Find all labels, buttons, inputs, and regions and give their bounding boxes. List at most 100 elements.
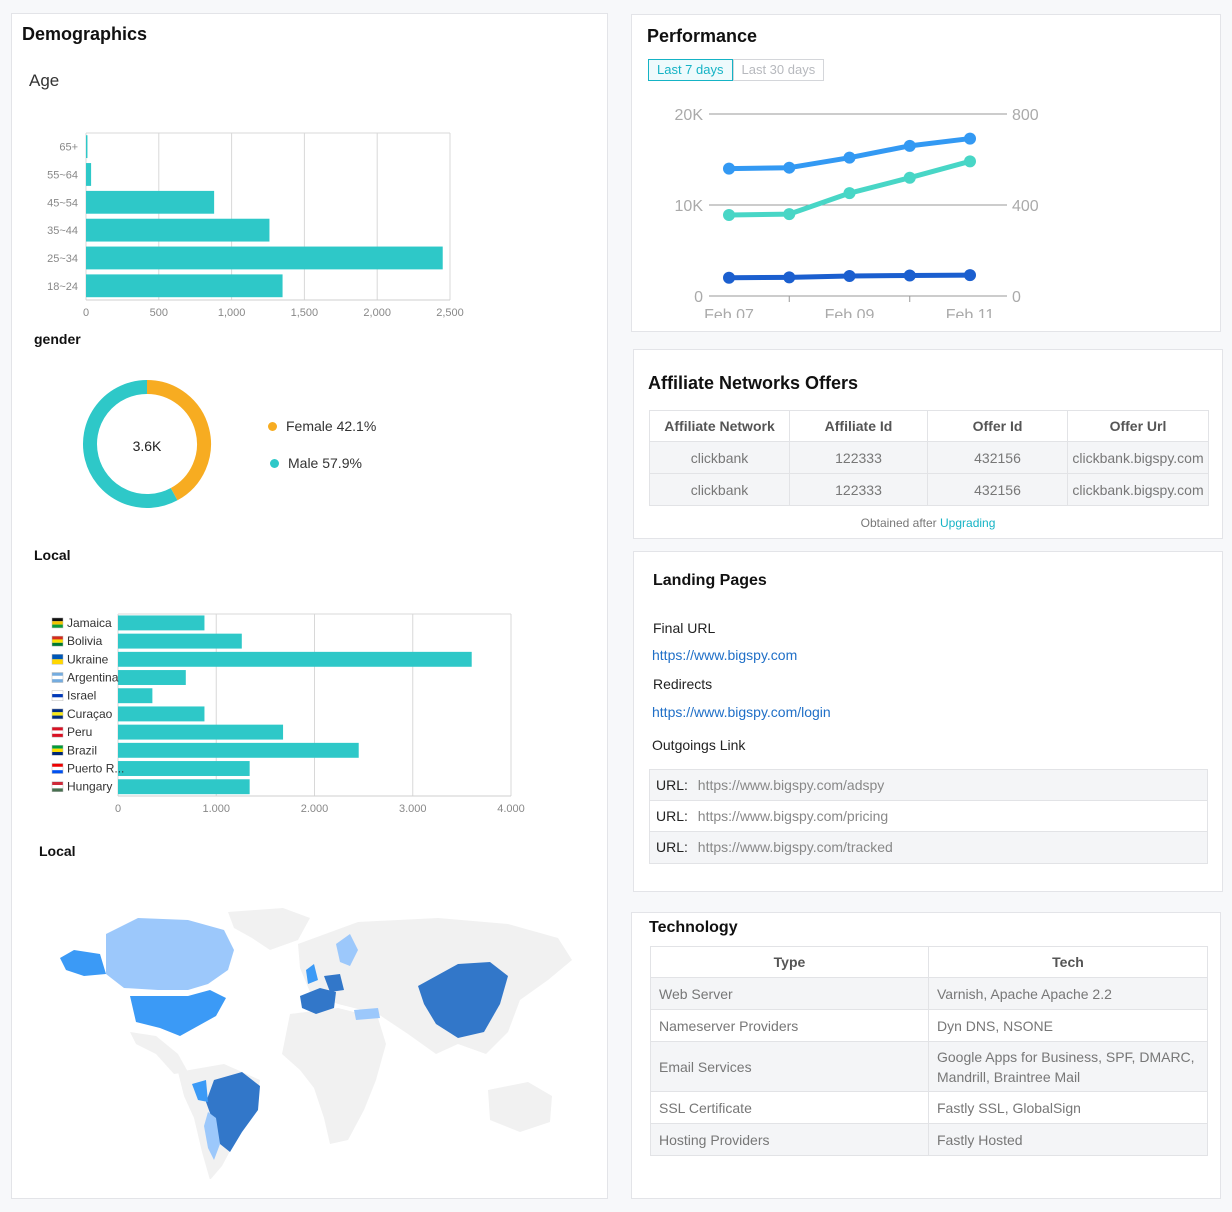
url-key: URL:: [656, 777, 688, 793]
bar: [86, 246, 443, 270]
affiliate-header-row: Affiliate Network Affiliate Id Offer Id …: [649, 410, 1209, 442]
cell-affiliate-network: clickbank: [649, 473, 790, 506]
x-tick-label: 0: [115, 803, 121, 812]
bar: [118, 633, 242, 649]
map-country-china: [418, 962, 508, 1038]
flag-stripe: [52, 733, 63, 738]
data-point: [783, 208, 796, 221]
technology-title: Technology: [649, 919, 738, 936]
url-key: URL:: [656, 808, 688, 824]
legend-dot: [268, 421, 277, 431]
category-label: Argentina: [67, 671, 119, 685]
affiliate-networks-card: Affiliate Networks Offers Affiliate Netw…: [633, 349, 1223, 539]
cell-type: SSL Certificate: [650, 1091, 929, 1124]
cell-offer-url[interactable]: clickbank.bigspy.com: [1067, 441, 1209, 474]
outgoing-url[interactable]: https://www.bigspy.com/adspy: [697, 777, 885, 793]
landing-title: Landing Pages: [653, 572, 767, 589]
outgoing-url[interactable]: https://www.bigspy.com/pricing: [697, 808, 889, 824]
table-row: clickbank 122333 432156 clickbank.bigspy…: [649, 473, 1209, 506]
outgoing-url[interactable]: https://www.bigspy.com/tracked: [697, 839, 893, 855]
data-point: [903, 269, 916, 282]
cell-type: Hosting Providers: [650, 1123, 929, 1156]
israel-flag-icon: [51, 690, 64, 701]
x-tick-label: 0: [83, 307, 89, 319]
category-label: 18~24: [47, 281, 78, 293]
donut-slice: [83, 380, 178, 508]
cell-type: Nameserver Providers: [650, 1009, 929, 1042]
peru-flag-icon: [51, 726, 64, 738]
flag-stripe: [52, 654, 63, 660]
legend-item: Male 57.9%: [270, 455, 362, 471]
hungary-flag-icon: [51, 781, 64, 792]
cell-tech: Varnish, Apache Apache 2.2: [928, 977, 1208, 1010]
category-label: 55~64: [47, 169, 78, 181]
bar: [118, 651, 472, 667]
legend-dot: [270, 458, 279, 468]
col-affiliate-network: Affiliate Network: [649, 410, 790, 442]
cell-affiliate-id: 122333: [789, 473, 928, 506]
x-tick-label: 1,000: [218, 307, 246, 319]
table-row: SSL Certificate Fastly SSL, GlobalSign: [650, 1091, 1208, 1124]
flag-stripe: [52, 675, 63, 680]
flag-stripe: [52, 636, 63, 640]
age-bar-chart: 0 500 1,000 1,500 2,000 2,500 65+ 55~64 45~54 35~…: [47, 132, 464, 319]
flag-stripe: [52, 785, 63, 789]
cell-offer-url[interactable]: clickbank.bigspy.com: [1067, 473, 1209, 506]
gender-donut-chart: 3.6K: [83, 380, 211, 508]
tab-last-7-days[interactable]: Last 7 days: [648, 59, 733, 81]
flag-stripe: [52, 715, 63, 719]
legend-item: Female 42.1%: [268, 418, 376, 434]
map-country-scandinavia: [336, 934, 358, 966]
flag-stripe: [52, 621, 63, 625]
y-right-tick-label: 800: [1012, 107, 1039, 124]
local-map-title: Local: [39, 843, 76, 859]
x-tick-label: Feb 09: [825, 307, 875, 318]
map-country-germany: [324, 974, 344, 992]
bar: [118, 615, 205, 631]
redirect-url-link[interactable]: https://www.bigspy.com/login: [652, 704, 831, 720]
data-point: [903, 171, 916, 184]
bar: [118, 706, 205, 722]
y-left-tick-label: 10K: [675, 198, 704, 215]
x-tick-label: 1,000: [202, 803, 230, 812]
date-range-tabs: Last 7 days Last 30 days: [648, 59, 825, 81]
bar: [118, 761, 250, 776]
data-point: [843, 151, 856, 164]
flag-border: [51, 672, 64, 683]
flag-stripe: [52, 679, 63, 683]
affiliate-title: Affiliate Networks Offers: [648, 373, 859, 393]
x-tick-label: 2,000: [301, 803, 329, 812]
flag-stripe: [52, 727, 63, 731]
data-point: [903, 139, 916, 152]
category-label: Puerto R...: [67, 762, 124, 776]
puerto-rico-flag-icon: [51, 763, 64, 774]
upgrading-link[interactable]: Upgrading: [940, 516, 996, 530]
flag-stripe: [52, 751, 63, 756]
col-tech: Tech: [928, 946, 1208, 978]
col-offer-id: Offer Id: [927, 410, 1068, 442]
flag-stripe: [52, 617, 63, 622]
cell-offer-id: 432156: [927, 441, 1068, 474]
col-type: Type: [650, 946, 929, 978]
x-tick-label: 2,000: [363, 307, 391, 319]
upgrade-note-text: Obtained after: [860, 516, 937, 530]
category-label: 45~54: [47, 197, 78, 209]
bar: [118, 688, 153, 704]
flag-stripe: [52, 672, 63, 676]
technology-header-row: Type Tech: [650, 946, 1208, 978]
flag-border: [51, 781, 64, 792]
category-label: Bolivia: [67, 634, 103, 648]
flag-border: [51, 690, 64, 701]
table-row: Web Server Varnish, Apache Apache 2.2: [650, 977, 1208, 1010]
tab-last-30-days[interactable]: Last 30 days: [732, 59, 825, 81]
category-label: 25~34: [47, 253, 78, 265]
flag-stripe: [52, 639, 63, 643]
list-item: URL: https://www.bigspy.com/adspy: [650, 770, 1207, 801]
map-country-uk: [306, 964, 318, 984]
bar: [118, 670, 186, 685]
redirects-label: Redirects: [653, 676, 713, 692]
cell-affiliate-network: clickbank: [649, 441, 790, 474]
world-map: [60, 908, 572, 1179]
final-url-link[interactable]: https://www.bigspy.com: [652, 647, 798, 663]
data-point: [723, 162, 735, 175]
